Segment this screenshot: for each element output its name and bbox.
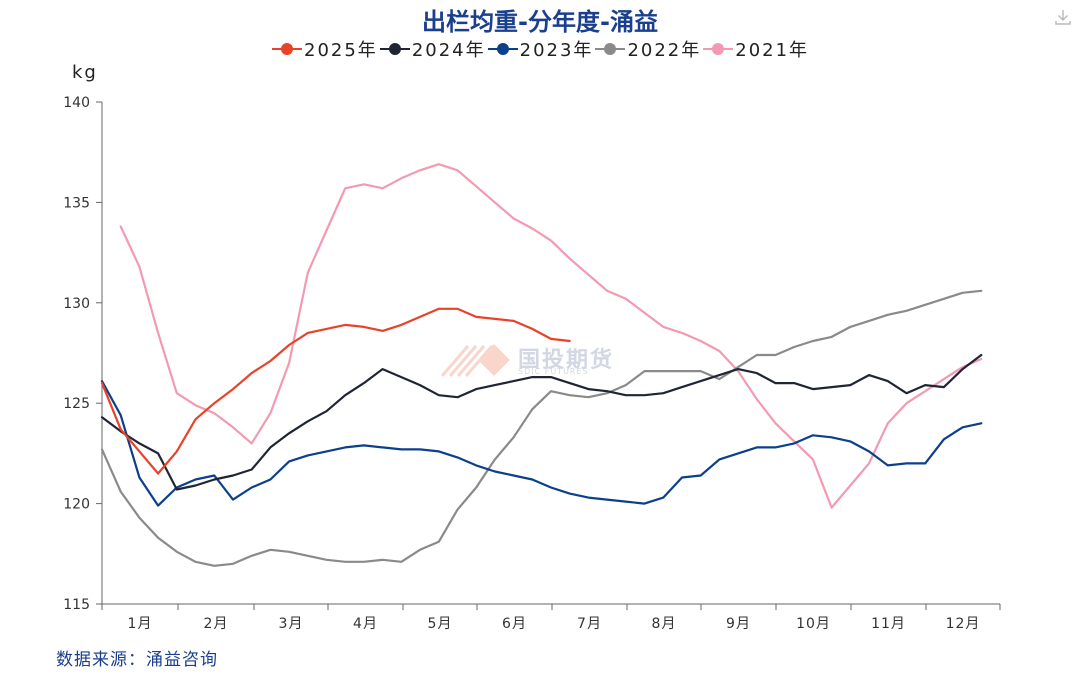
y-tick-label: 140 [63, 95, 90, 111]
x-tick-label: 6月 [502, 616, 527, 632]
x-tick-label: 8月 [652, 616, 677, 632]
watermark-text: 国投期货 [518, 348, 615, 373]
legend-label: 2025年 [304, 40, 378, 61]
watermark: 国投期货 SDIC FUTURES [438, 340, 638, 380]
legend-label: 2024年 [411, 40, 486, 61]
x-tick-label: 9月 [726, 616, 751, 632]
legend-swatch [703, 42, 734, 56]
legend-item[interactable]: 2025年 [272, 36, 378, 62]
series-line-3 [100, 289, 983, 567]
legend-label: 2023年 [519, 40, 594, 61]
y-axis-unit: kg [72, 62, 98, 83]
axes: 115 120 125 130 135 140 1月 2月 3月 4月 5月 6月 7月 8月 9月 10月 1… [63, 95, 1001, 632]
y-tick-label: 120 [63, 497, 90, 513]
legend-item[interactable]: 2022年 [595, 36, 701, 62]
x-tick-label: 12月 [946, 616, 981, 632]
legend: 2025年 2024年 2023年 2022年 2021年 [272, 36, 811, 62]
legend-label: 2021年 [735, 40, 810, 61]
y-tick-label: 115 [63, 597, 90, 613]
legend-swatch [487, 42, 518, 56]
x-tick-label: 4月 [353, 616, 378, 632]
watermark-subtext: SDIC FUTURES [518, 367, 589, 376]
y-tick-label: 135 [63, 195, 90, 211]
x-tick-label: 2月 [204, 616, 229, 632]
y-tick-label: 130 [63, 296, 90, 312]
download-icon[interactable] [1054, 8, 1072, 26]
series-line-2 [100, 380, 983, 507]
y-tick-label: 125 [63, 396, 90, 412]
legend-item[interactable]: 2023年 [487, 36, 594, 62]
x-tick-label: 5月 [428, 616, 453, 632]
legend-swatch [272, 42, 302, 56]
series-line-1 [100, 353, 983, 491]
x-tick-label: 7月 [577, 616, 602, 632]
legend-label: 2022年 [627, 40, 702, 61]
legend-item[interactable]: 2024年 [379, 36, 486, 62]
legend-swatch [595, 42, 626, 56]
x-tick-label: 10月 [796, 616, 831, 632]
legend-swatch [379, 42, 410, 56]
legend-item[interactable]: 2021年 [703, 36, 809, 62]
x-tick-label: 1月 [128, 616, 153, 632]
x-tick-label: 3月 [279, 616, 304, 632]
series-line-0 [100, 307, 571, 475]
watermark-logo-icon [440, 344, 510, 377]
data-source: 数据来源：涌益咨询 [56, 650, 218, 670]
series-layer [100, 163, 983, 567]
chart-title: 出栏均重-分年度-涌益 [422, 8, 658, 36]
x-tick-label: 11月 [871, 616, 906, 632]
series-line-4 [119, 163, 983, 509]
